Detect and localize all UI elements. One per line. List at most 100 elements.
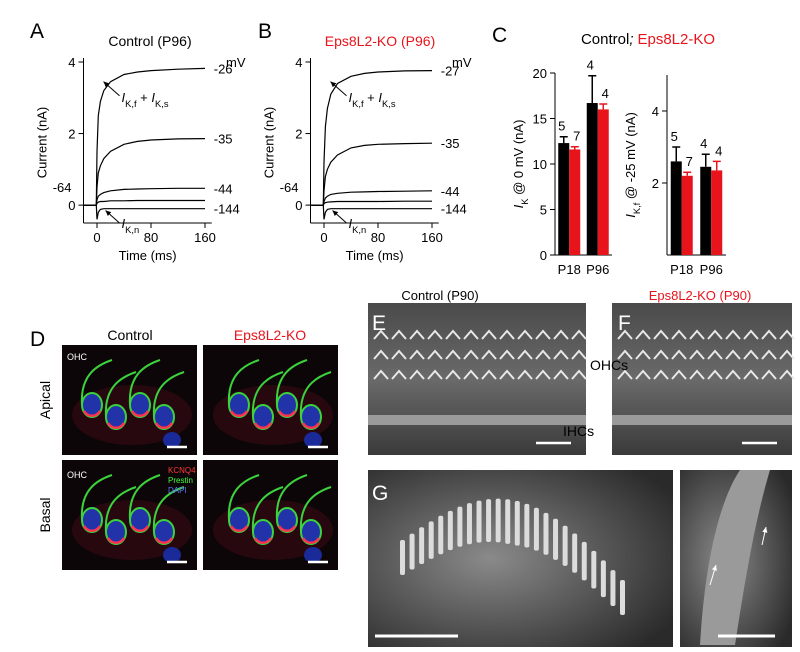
hair-bundle xyxy=(517,369,533,380)
x-tick-label: 160 xyxy=(421,230,443,245)
stereocilium xyxy=(600,560,606,598)
prestin-signal xyxy=(299,371,332,418)
prestin-signal xyxy=(80,359,113,406)
prestin-signal xyxy=(104,486,137,533)
hair-bundle xyxy=(779,349,795,360)
text-part: + xyxy=(137,90,152,105)
hair-bundle xyxy=(761,329,777,340)
series-label: -26 xyxy=(214,61,233,76)
hair-bundle xyxy=(743,329,759,340)
hair-bundle xyxy=(689,369,705,380)
series-label: -64 xyxy=(280,180,299,195)
text-part: K,n xyxy=(125,225,139,235)
n-label: 4 xyxy=(700,136,707,151)
stereocilium xyxy=(591,550,597,589)
stereocilium xyxy=(572,533,578,573)
hair-bundle xyxy=(373,369,389,380)
y-tick-label: 0 xyxy=(295,198,302,213)
kcnq4-signal xyxy=(229,525,249,533)
stereocilium xyxy=(553,518,559,560)
series-label: -64 xyxy=(53,180,72,195)
error-bar xyxy=(570,145,579,150)
n-label: 4 xyxy=(602,86,609,101)
x-tick-label: P18 xyxy=(670,262,693,277)
legend: Control; Eps8L2-KO xyxy=(581,31,715,48)
region-label: OHC xyxy=(67,352,88,362)
hair-bundle xyxy=(725,349,741,360)
n-label: 7 xyxy=(686,154,693,169)
error-bar xyxy=(588,74,597,104)
error-bar xyxy=(701,153,710,167)
x-axis-label: Time (ms) xyxy=(119,248,177,263)
micrograph xyxy=(612,303,792,455)
stereocilium xyxy=(476,500,482,543)
y-tick-label: 2 xyxy=(68,127,75,142)
arrow-head xyxy=(105,210,112,217)
hair-bundle xyxy=(499,329,515,340)
hair-bundle xyxy=(445,349,461,360)
x-tick-label: 160 xyxy=(194,230,216,245)
stereocilium xyxy=(533,507,539,551)
legend-entry: Control xyxy=(581,31,629,48)
hair-bundle xyxy=(725,329,741,340)
hair-bundle xyxy=(571,329,587,340)
channel-label: KCNQ4 xyxy=(168,466,196,475)
hair-bundle xyxy=(553,369,569,380)
trace xyxy=(83,138,206,206)
hair-bundle xyxy=(391,349,407,360)
hair-bundle xyxy=(725,369,741,380)
stereocilium xyxy=(700,470,770,645)
y-tick-label: 4 xyxy=(652,104,659,119)
prestin-signal xyxy=(299,486,332,533)
hair-bundle xyxy=(761,369,777,380)
hair-bundle xyxy=(707,329,723,340)
bar xyxy=(586,103,598,255)
unit-label: mV xyxy=(452,55,472,70)
bar xyxy=(569,149,581,255)
y-tick-label: 4 xyxy=(295,55,302,70)
hair-bundle xyxy=(653,349,669,360)
row-label: Apical xyxy=(37,381,53,419)
hair-bundle xyxy=(445,329,461,340)
image-title: Eps8L2-KO (P90) xyxy=(649,288,752,303)
micrograph xyxy=(368,470,673,647)
text-part: K,f xyxy=(352,99,364,109)
y-tick-label: 2 xyxy=(652,176,659,191)
stereocilium xyxy=(486,499,492,542)
text-part: I xyxy=(122,216,126,231)
trace xyxy=(310,204,432,220)
row-label: Basal xyxy=(37,497,53,532)
text-part: I xyxy=(122,90,126,105)
y-axis-label: IK @ 0 mV (nA) xyxy=(511,120,530,209)
hair-bundle xyxy=(553,329,569,340)
series-label: -27 xyxy=(441,64,460,79)
annotation: IK,n xyxy=(349,216,367,235)
hair-bundle xyxy=(779,329,795,340)
legend-separator: ; xyxy=(629,31,633,48)
hair-bundle xyxy=(409,369,425,380)
text-part: K,s xyxy=(155,99,169,109)
fluorescence-images xyxy=(62,345,338,570)
text-part: K xyxy=(520,198,530,205)
bar xyxy=(711,170,723,255)
hair-bundle xyxy=(391,369,407,380)
hair-bundle xyxy=(445,369,461,380)
kcnq4-signal xyxy=(253,537,273,545)
series-label: -144 xyxy=(441,202,467,217)
x-tick-label: 0 xyxy=(93,230,100,245)
arrow-head xyxy=(762,527,768,533)
x-tick-label: 80 xyxy=(371,230,385,245)
nucleus xyxy=(304,432,322,448)
y-tick-label: 0 xyxy=(68,198,75,213)
hair-bundle xyxy=(535,369,551,380)
hair-bundle xyxy=(689,349,705,360)
hair-bundle xyxy=(535,349,551,360)
hair-bundle xyxy=(635,329,651,340)
arrow-head xyxy=(330,81,337,88)
region-label: OHC xyxy=(67,470,88,480)
hair-bundle xyxy=(517,349,533,360)
kcnq4-signal xyxy=(82,410,102,418)
stereocilium xyxy=(438,515,444,555)
series-label: -35 xyxy=(441,136,460,151)
trace xyxy=(310,70,433,206)
